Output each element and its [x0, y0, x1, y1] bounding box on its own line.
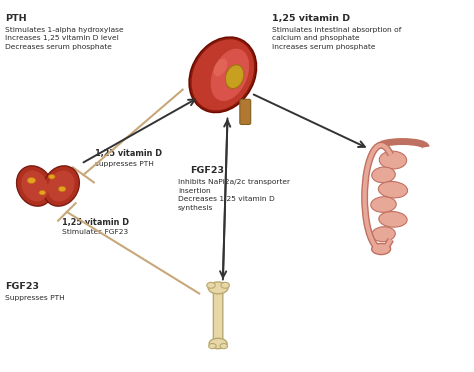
Text: PTH: PTH: [5, 14, 27, 23]
Ellipse shape: [207, 282, 215, 288]
Text: 1,25 vitamin D: 1,25 vitamin D: [273, 14, 351, 23]
Ellipse shape: [39, 190, 46, 195]
Text: Stimulates intestinal absorption of
calcium and phsophate
Increases serum phosph: Stimulates intestinal absorption of calc…: [273, 27, 402, 49]
Ellipse shape: [27, 177, 36, 183]
Ellipse shape: [379, 151, 407, 169]
Text: FGF23: FGF23: [5, 282, 39, 291]
Ellipse shape: [209, 338, 227, 349]
Ellipse shape: [372, 243, 391, 254]
Ellipse shape: [214, 58, 228, 76]
Text: 1,25 vitamin D: 1,25 vitamin D: [62, 218, 129, 227]
Text: suppresses PTH: suppresses PTH: [95, 161, 154, 167]
Ellipse shape: [17, 166, 53, 206]
Text: Stimulates 1-alpha hydroxylase
Increases 1,25 vitamin D level
Decreases serum ph: Stimulates 1-alpha hydroxylase Increases…: [5, 27, 124, 49]
FancyBboxPatch shape: [240, 99, 251, 125]
Ellipse shape: [21, 170, 48, 202]
Ellipse shape: [44, 177, 52, 188]
Ellipse shape: [372, 167, 395, 183]
Ellipse shape: [191, 38, 255, 111]
Text: Suppresses PTH: Suppresses PTH: [5, 295, 65, 301]
Ellipse shape: [371, 197, 396, 212]
Ellipse shape: [221, 282, 229, 288]
Ellipse shape: [208, 282, 228, 294]
Ellipse shape: [226, 65, 244, 89]
Ellipse shape: [210, 49, 249, 101]
Ellipse shape: [209, 343, 216, 349]
Text: Inhibits NaPi2a/2c transporter
insertion
Decreases 1,25 vitamin D
synthesis: Inhibits NaPi2a/2c transporter insertion…: [178, 179, 290, 211]
Ellipse shape: [372, 227, 395, 242]
Text: Stimulates FGF23: Stimulates FGF23: [62, 230, 128, 235]
Ellipse shape: [220, 343, 228, 349]
Ellipse shape: [48, 170, 74, 202]
FancyBboxPatch shape: [213, 289, 223, 342]
Text: 1,25 vitamin D: 1,25 vitamin D: [95, 149, 162, 158]
Ellipse shape: [43, 166, 79, 206]
Ellipse shape: [58, 186, 66, 192]
Ellipse shape: [378, 182, 408, 198]
Ellipse shape: [48, 174, 55, 179]
Text: FGF23: FGF23: [190, 166, 224, 174]
Ellipse shape: [379, 212, 407, 227]
